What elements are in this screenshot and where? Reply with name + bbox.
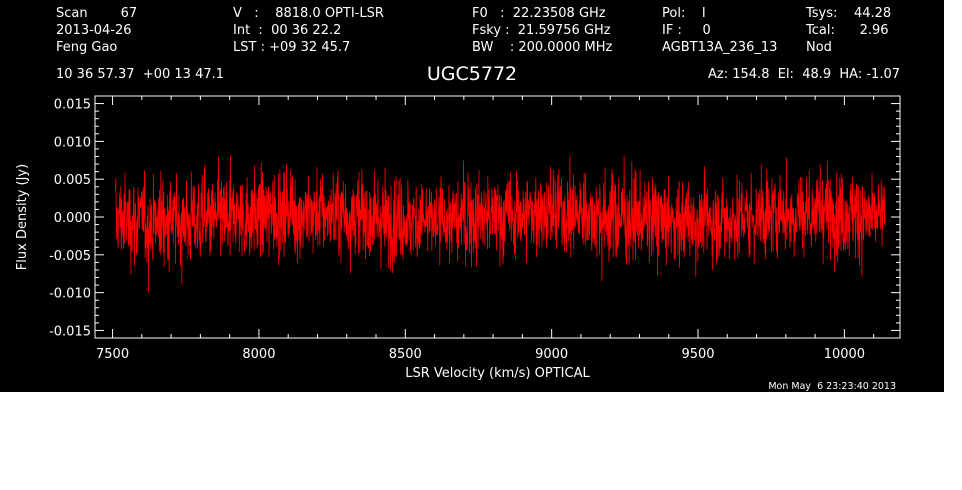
header-fsky: Fsky : 21.59756 GHz	[472, 23, 611, 38]
y-tick-label: 0.010	[54, 135, 91, 150]
header-scan: Scan 67	[56, 6, 137, 21]
x-tick-label: 10000	[824, 347, 865, 362]
x-tick-label: 8500	[389, 347, 422, 362]
header-procedure: Nod	[806, 40, 832, 55]
header-info: Scan 67 V : 8818.0 OPTI-LSR F0 : 22.2350…	[56, 6, 900, 85]
header-tcal: Tcal: 2.96	[805, 23, 889, 38]
spectrum-trace-group	[115, 155, 886, 293]
y-tick-label: 0.015	[54, 98, 91, 113]
header-pol: Pol: I	[662, 6, 706, 21]
x-tick-label: 9500	[681, 347, 714, 362]
header-project: AGBT13A_236_13	[662, 40, 777, 55]
header-int: Int : 00 36 22.2	[233, 23, 341, 38]
y-tick-label: 0.005	[54, 173, 91, 188]
header-if: IF : 0	[662, 23, 711, 38]
x-tick-label: 9000	[535, 347, 568, 362]
spectrum-chart: Scan 67 V : 8818.0 OPTI-LSR F0 : 22.2350…	[15, 6, 901, 392]
header-coords: 10 36 57.37 +00 13 47.1	[56, 67, 224, 82]
header-f0: F0 : 22.23508 GHz	[472, 6, 606, 21]
header-velocity: V : 8818.0 OPTI-LSR	[233, 6, 384, 21]
header-lst: LST : +09 32 45.7	[233, 40, 350, 55]
chart-title: UGC5772	[427, 63, 517, 85]
header-bw: BW : 200.0000 MHz	[472, 40, 613, 55]
x-tick-label: 8000	[242, 347, 275, 362]
y-tick-label: -0.010	[49, 287, 91, 302]
header-pointing: Az: 154.8 El: 48.9 HA: -1.07	[708, 67, 900, 82]
y-tick-label: 0.000	[54, 211, 91, 226]
x-axis-label: LSR Velocity (km/s) OPTICAL	[405, 366, 590, 381]
axis-ticks: 7500 8000 8500 9000 9500 10000 -0.015 -0.010 -0.…	[49, 95, 900, 362]
y-axis-label: Flux Density (Jy)	[15, 164, 30, 270]
header-tsys: Tsys: 44.28	[805, 6, 891, 21]
header-observer: Feng Gao	[56, 40, 117, 55]
footer-date: Mon May 6 23:23:40 2013	[768, 381, 896, 392]
y-tick-label: -0.005	[49, 249, 91, 264]
y-tick-label: -0.015	[49, 324, 91, 339]
spectrum-line	[115, 155, 886, 293]
header-date: 2013-04-26	[56, 23, 132, 38]
x-tick-label: 7500	[96, 347, 129, 362]
